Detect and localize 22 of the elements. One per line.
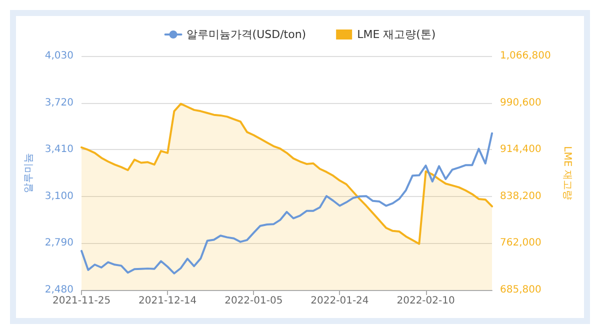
x-tick-label: 2022-01-05	[224, 296, 283, 306]
x-tick-label: 2021-12-14	[138, 296, 197, 306]
y2-tick-label: 685,800	[500, 284, 542, 296]
y-tick-label: 3,100	[44, 190, 74, 202]
y2-tick-label: 914,400	[500, 144, 542, 156]
y-tick-label: 2,790	[44, 238, 74, 249]
y2-tick-label: 762,000	[500, 238, 542, 249]
line-series	[80, 132, 493, 274]
legend-label: LME 재고량(톤)	[357, 28, 436, 41]
y-tick-label: 3,410	[44, 144, 74, 156]
y-tick-label: 3,720	[44, 97, 74, 108]
y2-tick-label: 990,600	[500, 97, 542, 108]
x-tick-label: 2022-02-10	[396, 296, 455, 306]
y2-axis-title: LME 재고량	[561, 146, 572, 200]
y-tick-label: 4,030	[44, 50, 74, 62]
y-axis-title: 알루미늄	[24, 153, 34, 193]
y2-tick-label: 838,200	[500, 190, 542, 202]
legend-label: 알루미늄가격(USD/ton)	[186, 28, 306, 41]
x-tick-label: 2021-11-25	[52, 296, 111, 306]
x-tick-label: 2022-01-24	[310, 296, 369, 306]
y2-tick-label: 1,066,800	[500, 50, 551, 62]
y-tick-label: 2,480	[44, 284, 74, 296]
